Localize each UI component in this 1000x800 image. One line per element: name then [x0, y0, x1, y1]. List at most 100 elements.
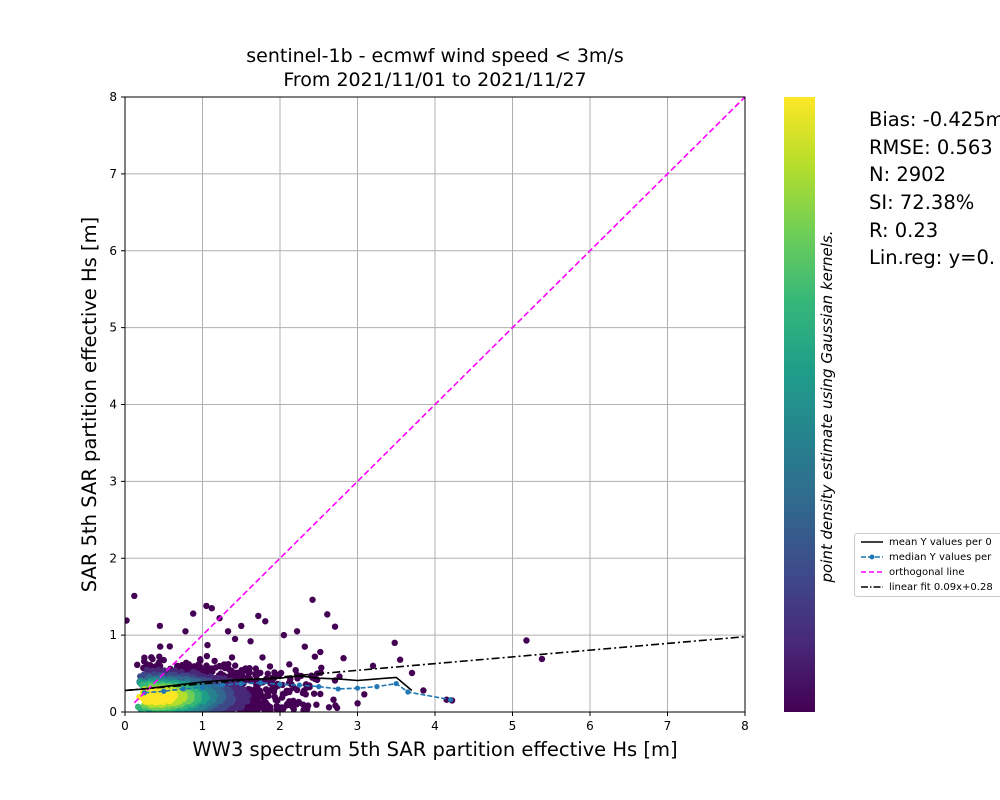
density-point [157, 643, 164, 650]
outlier-point [224, 628, 232, 635]
plot-area [125, 97, 745, 712]
series-marker-1 [316, 684, 322, 690]
series-marker-1 [219, 682, 225, 688]
outlier-point [340, 654, 347, 662]
outlier-point [262, 618, 269, 625]
density-point [232, 662, 239, 669]
outlier-point [286, 661, 293, 668]
density-point [278, 704, 286, 711]
legend-label-orthogonal: orthogonal line [889, 566, 965, 578]
stats-panel: Bias: -0.425m RMSE: 0.563 N: 2902 SI: 72… [869, 106, 1000, 272]
outlier-point [125, 617, 130, 624]
x-tick-label: 5 [509, 719, 517, 733]
x-tick-label: 0 [121, 719, 129, 733]
y-axis-label: SAR 5th SAR partition effective Hs [m] [78, 217, 101, 592]
density-point [203, 662, 210, 669]
y-tick-label: 8 [109, 90, 117, 104]
density-point [354, 700, 361, 707]
density-point [300, 707, 307, 712]
series-marker-1 [296, 682, 302, 688]
outlier-point [238, 622, 245, 630]
x-tick-label: 6 [586, 719, 594, 733]
density-point [330, 696, 337, 703]
legend-swatch-mean [861, 541, 883, 543]
series-marker-1 [258, 680, 264, 686]
y-tick-label: 4 [109, 398, 117, 412]
density-point [332, 702, 339, 709]
legend-item-orthogonal: orthogonal line [861, 565, 965, 579]
stat-rmse: RMSE: 0.563 [869, 135, 993, 159]
series-marker-1 [277, 681, 283, 687]
stat-n: N: 2902 [869, 163, 946, 187]
x-tick-label: 7 [664, 719, 672, 733]
series-line-2 [133, 97, 745, 704]
tick-marks [121, 96, 746, 716]
series-marker-1 [335, 686, 341, 692]
stat-bias: Bias: -0.425m [869, 108, 1000, 131]
density-point [279, 694, 286, 701]
series-line-3 [125, 635, 745, 692]
y-tick-label: 5 [109, 321, 117, 335]
y-tick-label: 7 [109, 167, 117, 181]
density-point [284, 700, 291, 707]
stat-r: R: 0.23 [869, 218, 939, 242]
chart-title: sentinel-1b - ecmwf wind speed < 3m/s [246, 45, 624, 67]
density-point [245, 669, 253, 677]
series-marker-1 [405, 689, 411, 695]
density-point [134, 661, 141, 668]
legend-item-mean: mean Y values per 0 [861, 535, 992, 549]
y-tick-label: 6 [109, 244, 117, 258]
density-point [299, 689, 307, 697]
series-marker-1 [180, 686, 186, 692]
density-point [317, 690, 324, 698]
outlier-point [309, 596, 316, 603]
outlier-point [182, 628, 189, 635]
outlier-point [208, 605, 215, 612]
density-point [408, 669, 416, 677]
density-point [166, 643, 173, 650]
legend-label-median: median Y values per [889, 551, 992, 563]
stat-si: SI: 72.38% [869, 191, 975, 215]
chart-subtitle: From 2021/11/01 to 2021/11/27 [283, 69, 587, 91]
x-tick-label: 8 [741, 719, 749, 733]
outlier-point [391, 639, 398, 647]
outlier-point [324, 611, 331, 618]
density-point [304, 702, 312, 709]
outlier-point [247, 638, 254, 645]
outlier-point [190, 610, 197, 617]
x-axis-label: WW3 spectrum 5th SAR partition effective… [192, 738, 677, 761]
density-point [211, 657, 218, 665]
y-tick-label: 2 [109, 551, 117, 565]
density-point [259, 654, 266, 661]
outlier-point [280, 631, 288, 639]
outlier-point [293, 628, 301, 635]
outlier-point [523, 637, 530, 644]
density-point [361, 691, 368, 698]
outlier-point [317, 648, 324, 656]
density-cloud [134, 641, 416, 712]
x-tick-label: 4 [431, 719, 439, 733]
outlier-point [301, 643, 308, 650]
x-tick-label: 1 [199, 719, 207, 733]
outlier-point [396, 656, 404, 663]
y-tick-label: 1 [109, 628, 117, 642]
colorbar-label: point density estimate using Gaussian ke… [818, 230, 836, 583]
density-point [203, 652, 211, 660]
outlier-point [369, 662, 377, 670]
density-point [325, 704, 333, 711]
density-point [204, 641, 211, 649]
y-tick-label: 3 [109, 474, 117, 488]
density-point [271, 693, 278, 701]
series-marker-1 [238, 680, 244, 687]
colorbar [784, 97, 815, 712]
outlier-point [420, 687, 427, 694]
density-point [134, 703, 142, 710]
legend-item-linear-fit: linear fit 0.09x+0.28 [861, 580, 993, 594]
legend-swatch-median [861, 554, 883, 560]
y-tick-label: 0 [109, 705, 117, 719]
series-marker-1 [447, 697, 454, 703]
series-marker-1 [374, 684, 380, 690]
outlier-point [203, 602, 210, 610]
density-point [313, 701, 320, 708]
